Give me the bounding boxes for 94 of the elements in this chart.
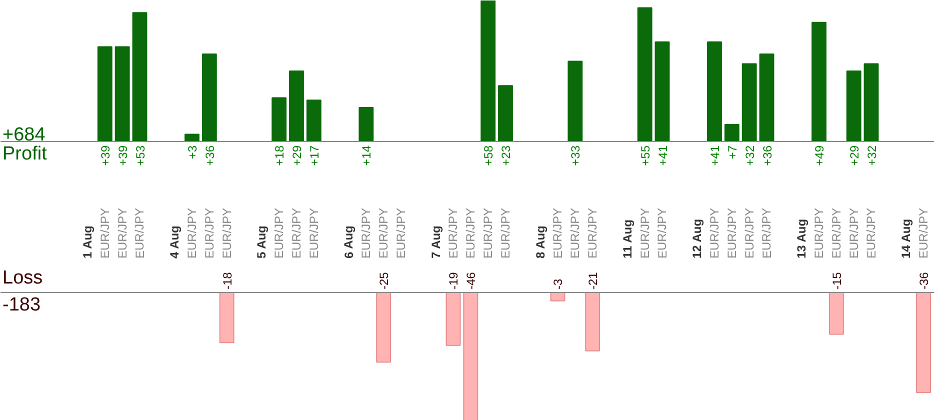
- text: -183: [2, 294, 41, 316]
- x-tick-label: 13 Aug: [794, 218, 809, 258]
- data-label: -3: [551, 278, 566, 290]
- bar: [637, 7, 652, 142]
- x-tick-label: EUR/JPY: [202, 208, 216, 258]
- x-tick-label: EUR/JPY: [742, 208, 756, 258]
- x-tick-label: EUR/JPY: [638, 208, 652, 258]
- text: Loss: [2, 268, 43, 288]
- x-tick-label: 1 Aug: [80, 226, 94, 258]
- data-label: -21: [586, 272, 600, 290]
- data-label: -15: [830, 272, 844, 290]
- data-label: +36: [202, 145, 217, 166]
- x-tick-label: EUR/JPY: [394, 208, 408, 258]
- x-tick-label: EUR/JPY: [724, 208, 739, 258]
- bar: [654, 41, 670, 142]
- bar: [864, 63, 879, 142]
- text: +684: [2, 124, 46, 146]
- data-label: +58: [482, 145, 496, 166]
- x-tick-label: EUR/JPY: [812, 208, 826, 258]
- x-tick-label: EUR/JPY: [272, 208, 286, 258]
- bar: [707, 41, 722, 142]
- x-tick-label: EUR/JPY: [115, 208, 130, 258]
- data-label: +41: [656, 145, 670, 166]
- x-tick-label: EUR/JPY: [376, 208, 391, 258]
- data-label: +41: [708, 145, 722, 166]
- bar: [114, 46, 130, 142]
- x-tick-label: EUR/JPY: [655, 208, 670, 258]
- x-tick-label: 5 Aug: [254, 226, 269, 258]
- x-tick-label: 7 Aug: [428, 226, 443, 258]
- x-tick-label: EUR/JPY: [290, 208, 304, 258]
- x-tick-label: EUR/JPY: [916, 208, 930, 258]
- bar: [132, 12, 148, 142]
- x-tick-label: 14 Aug: [899, 218, 914, 258]
- data-label: -18: [220, 272, 234, 290]
- data-label: +33: [568, 145, 583, 166]
- data-label: +39: [116, 145, 130, 166]
- data-label: +17: [307, 145, 322, 166]
- x-tick-label: EUR/JPY: [864, 208, 878, 258]
- bar: [97, 46, 112, 142]
- bar: [498, 85, 513, 142]
- bar: [568, 60, 583, 142]
- data-label: -19: [446, 272, 461, 290]
- bar: [202, 53, 217, 142]
- bar: [480, 0, 496, 142]
- x-tick-label: EUR/JPY: [132, 208, 147, 258]
- bar: [289, 70, 304, 142]
- bar: [759, 53, 774, 142]
- data-label: +32: [742, 145, 757, 166]
- x-tick-label: 6 Aug: [342, 226, 356, 258]
- x-tick-label: EUR/JPY: [760, 208, 774, 258]
- x-tick-label: EUR/JPY: [829, 208, 844, 258]
- x-tick-label: EUR/JPY: [498, 208, 512, 258]
- bar: [724, 124, 740, 142]
- data-label: +3: [186, 145, 200, 160]
- x-tick-label: EUR/JPY: [185, 208, 199, 258]
- x-tick-label: EUR/JPY: [98, 208, 112, 258]
- bar: [742, 63, 757, 142]
- x-tick-label: EUR/JPY: [220, 208, 234, 258]
- x-tick-label: 8 Aug: [533, 226, 548, 258]
- x-tick-label: EUR/JPY: [586, 208, 600, 258]
- data-label: +53: [133, 145, 148, 166]
- x-tick-label: EUR/JPY: [464, 208, 478, 258]
- x-tick-label: EUR/JPY: [446, 208, 460, 258]
- data-label: -46: [464, 272, 478, 290]
- data-label: +14: [360, 145, 374, 166]
- text: Profit: [2, 144, 48, 164]
- x-tick-label: EUR/JPY: [306, 208, 321, 258]
- data-label: +36: [760, 145, 774, 166]
- x-tick-label: EUR/JPY: [481, 208, 496, 258]
- data-label: +23: [499, 145, 513, 166]
- x-tick-label: 11 Aug: [620, 220, 634, 258]
- x-tick-label: EUR/JPY: [568, 208, 582, 258]
- x-tick-label: EUR/JPY: [359, 208, 374, 258]
- bar: [272, 97, 287, 142]
- x-tick-label: 12 Aug: [690, 218, 704, 258]
- x-tick-label: EUR/JPY: [846, 208, 861, 258]
- x-tick-label: EUR/JPY: [550, 208, 565, 258]
- data-label: +32: [864, 145, 879, 166]
- data-label: +7: [725, 145, 740, 160]
- bar: [184, 134, 200, 142]
- x-tick-label: 4 Aug: [168, 226, 182, 258]
- data-label: -36: [917, 272, 931, 290]
- bar: [358, 106, 374, 142]
- data-label: +18: [272, 145, 287, 166]
- x-tick-label: EUR/JPY: [708, 208, 722, 258]
- data-label: +39: [98, 145, 112, 166]
- data-label: +29: [290, 145, 304, 166]
- data-label: -25: [377, 272, 392, 290]
- data-label: +29: [847, 145, 862, 166]
- bar: [812, 22, 826, 142]
- data-label: +49: [812, 145, 826, 166]
- data-label: +55: [638, 145, 652, 166]
- bar: [306, 100, 322, 142]
- bar: [846, 70, 862, 142]
